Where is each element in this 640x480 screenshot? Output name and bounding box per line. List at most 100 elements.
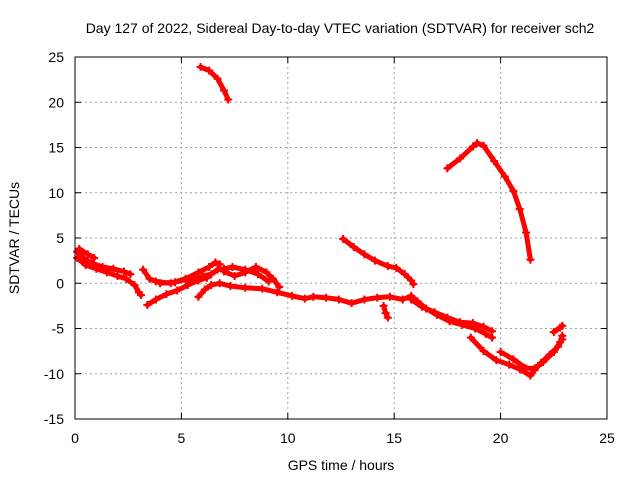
data-point bbox=[139, 265, 148, 274]
data-point bbox=[481, 329, 490, 338]
data-point bbox=[539, 357, 548, 366]
data-point bbox=[262, 268, 271, 277]
x-tick-label: 5 bbox=[178, 430, 186, 446]
y-tick-label: 0 bbox=[56, 275, 64, 291]
data-point bbox=[258, 284, 267, 293]
data-point bbox=[126, 270, 135, 279]
data-point bbox=[558, 321, 567, 330]
data-point bbox=[241, 268, 250, 277]
data-point bbox=[219, 86, 228, 95]
y-tick-label: 25 bbox=[48, 49, 64, 65]
data-point bbox=[468, 142, 477, 151]
data-point bbox=[119, 267, 128, 276]
data-point bbox=[241, 283, 250, 292]
data-point bbox=[509, 186, 518, 195]
data-point bbox=[526, 371, 535, 380]
data-point bbox=[522, 364, 531, 373]
data-point bbox=[309, 292, 318, 301]
data-point bbox=[456, 318, 465, 327]
data-point bbox=[200, 285, 209, 294]
data-point bbox=[334, 295, 343, 304]
data-point bbox=[75, 244, 84, 253]
data-point bbox=[194, 292, 203, 301]
data-point bbox=[409, 280, 418, 289]
data-point bbox=[322, 293, 331, 302]
data-point bbox=[81, 261, 90, 270]
data-point bbox=[205, 66, 214, 75]
data-point bbox=[275, 282, 284, 291]
data-point bbox=[183, 281, 192, 290]
data-point bbox=[492, 356, 501, 365]
data-point bbox=[254, 270, 263, 279]
data-point bbox=[171, 278, 180, 287]
data-point bbox=[207, 281, 216, 290]
data-point bbox=[383, 313, 392, 322]
x-tick-label: 0 bbox=[71, 430, 79, 446]
data-point bbox=[224, 95, 233, 104]
data-point bbox=[349, 243, 358, 252]
x-axis-label: GPS time / hours bbox=[288, 457, 395, 473]
x-tick-label: 20 bbox=[493, 430, 509, 446]
data-point bbox=[549, 348, 558, 357]
data-point bbox=[162, 290, 171, 299]
data-point bbox=[213, 74, 222, 83]
data-point bbox=[549, 328, 558, 337]
data-point bbox=[173, 286, 182, 295]
data-point bbox=[251, 262, 260, 271]
data-point bbox=[515, 205, 524, 214]
y-tick-label: -10 bbox=[44, 366, 64, 382]
data-point bbox=[130, 281, 139, 290]
y-tick-label: 10 bbox=[48, 185, 64, 201]
data-point bbox=[522, 228, 531, 237]
data-point bbox=[468, 319, 477, 328]
data-point bbox=[371, 256, 380, 265]
data-point bbox=[226, 281, 235, 290]
data-point bbox=[466, 333, 475, 342]
y-tick-label: -5 bbox=[52, 321, 65, 337]
data-point bbox=[268, 274, 277, 283]
data-point bbox=[102, 268, 111, 277]
data-point bbox=[443, 313, 452, 322]
y-axis-label: SDTVAR / TECUs bbox=[6, 182, 22, 294]
axis-ticks: 0 5 10 15 20 25 -15 -10 -5 0 5 10 15 20 25 bbox=[44, 49, 615, 446]
data-series bbox=[73, 62, 567, 380]
data-point bbox=[122, 274, 131, 283]
data-point bbox=[205, 262, 214, 271]
data-point bbox=[381, 309, 390, 318]
data-point bbox=[73, 253, 82, 262]
data-point bbox=[288, 291, 297, 300]
data-point bbox=[479, 322, 488, 331]
data-point bbox=[136, 291, 145, 300]
series-line-14 bbox=[498, 333, 565, 371]
data-point bbox=[215, 279, 224, 288]
data-point bbox=[92, 264, 101, 273]
data-point bbox=[479, 347, 488, 356]
data-point bbox=[500, 172, 509, 181]
data-point bbox=[443, 164, 452, 173]
data-point bbox=[407, 295, 416, 304]
data-point bbox=[211, 258, 220, 267]
y-tick-label: 15 bbox=[48, 140, 64, 156]
data-point bbox=[509, 355, 518, 364]
data-point bbox=[558, 331, 567, 340]
data-point bbox=[339, 234, 348, 243]
y-tick-label: -15 bbox=[44, 411, 64, 427]
data-point bbox=[430, 308, 439, 317]
data-point bbox=[556, 338, 565, 347]
data-point bbox=[417, 302, 426, 311]
data-point bbox=[300, 294, 309, 303]
data-point bbox=[156, 279, 165, 288]
data-point bbox=[360, 295, 369, 304]
data-point bbox=[273, 288, 282, 297]
data-point bbox=[488, 327, 497, 336]
data-point bbox=[490, 157, 499, 166]
data-point bbox=[385, 292, 394, 301]
data-point bbox=[360, 250, 369, 259]
data-point bbox=[90, 253, 99, 262]
y-tick-label: 5 bbox=[56, 230, 64, 246]
data-point bbox=[145, 274, 154, 283]
data-point bbox=[347, 299, 356, 308]
data-point bbox=[505, 360, 514, 369]
data-point bbox=[398, 295, 407, 304]
